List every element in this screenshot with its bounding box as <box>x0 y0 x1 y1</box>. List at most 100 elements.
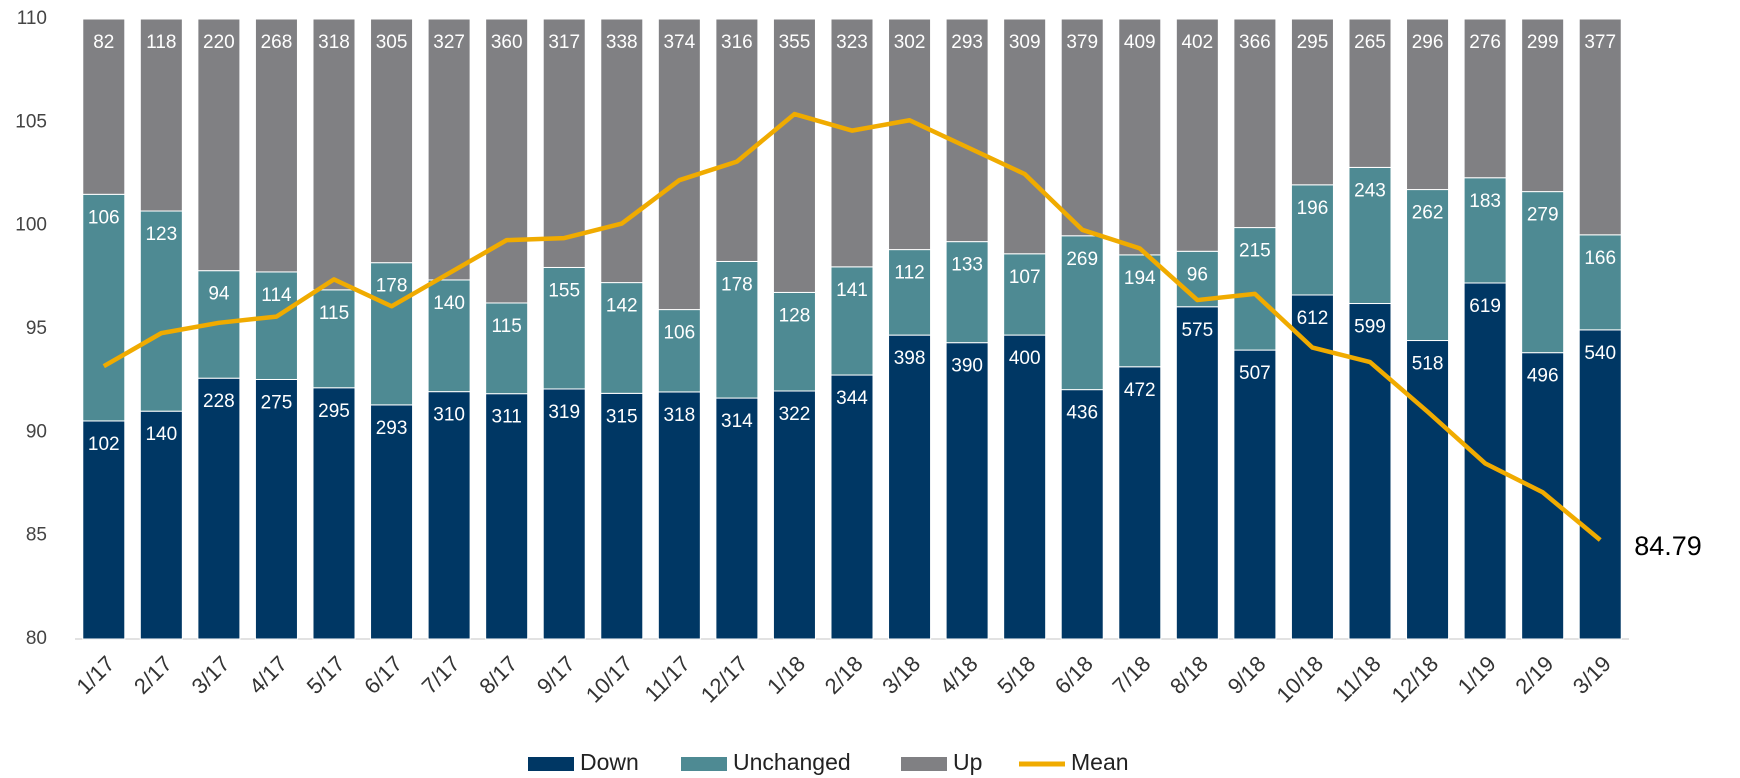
bar-segment <box>427 391 471 640</box>
bar-segment <box>715 260 759 399</box>
bar-segment <box>945 342 989 640</box>
bar-segment <box>830 18 874 268</box>
data-label: 293 <box>376 418 408 439</box>
bar-segment <box>82 193 126 422</box>
bar-segment <box>657 18 701 311</box>
data-label: 400 <box>1009 348 1041 369</box>
data-label: 318 <box>663 405 695 426</box>
bar-segment <box>370 18 414 264</box>
data-label: 269 <box>1066 249 1098 270</box>
bar-segment <box>888 18 932 251</box>
bar-segment <box>312 289 356 389</box>
data-label: 155 <box>548 280 580 301</box>
data-label: 228 <box>203 391 235 412</box>
bar-segment <box>485 18 529 304</box>
data-label: 140 <box>433 293 465 314</box>
data-label: 518 <box>1412 354 1444 375</box>
data-label: 366 <box>1239 32 1271 53</box>
bar-segment <box>1233 349 1277 640</box>
legend-label: Down <box>580 749 639 775</box>
bar-segment <box>600 392 644 640</box>
data-label: 140 <box>145 424 177 445</box>
data-label: 268 <box>261 32 293 53</box>
x-tick-label: 3/19 <box>1568 651 1616 699</box>
x-tick-label: 12/17 <box>696 651 753 708</box>
x-tick-label: 11/18 <box>1330 651 1385 706</box>
data-label: 293 <box>951 32 983 53</box>
data-label: 316 <box>721 32 753 53</box>
bar-segment <box>370 262 414 406</box>
bar-segment <box>1578 234 1622 331</box>
data-label: 619 <box>1469 296 1501 317</box>
bar-segment <box>542 266 586 390</box>
x-tick-label: 8/17 <box>474 651 522 699</box>
legend-label: Mean <box>1071 749 1129 775</box>
x-tick-label: 5/17 <box>302 651 350 699</box>
bar-segment <box>1233 227 1277 351</box>
data-label: 327 <box>433 32 465 53</box>
bar-segment <box>1060 18 1104 237</box>
legend-label: Up <box>953 749 982 775</box>
legend-swatch <box>681 757 727 771</box>
legend-swatch <box>528 757 574 771</box>
data-label: 398 <box>894 348 926 369</box>
bar-segment <box>1003 18 1047 255</box>
data-label: 402 <box>1181 32 1213 53</box>
bar-segment <box>772 291 816 392</box>
bar-segment <box>1521 191 1565 354</box>
data-label: 338 <box>606 32 638 53</box>
data-label: 540 <box>1584 343 1616 364</box>
data-label: 355 <box>779 32 811 53</box>
data-label: 315 <box>606 406 638 427</box>
data-label: 115 <box>319 303 349 324</box>
data-label: 322 <box>779 404 811 425</box>
y-tick-label: 95 <box>26 318 47 339</box>
bar-segment <box>1175 306 1219 640</box>
data-label: 196 <box>1297 198 1329 219</box>
data-label: 575 <box>1181 320 1213 341</box>
data-label: 612 <box>1297 308 1329 329</box>
data-label: 115 <box>492 316 522 337</box>
mean-line <box>102 111 1602 542</box>
data-label: 295 <box>1297 32 1329 53</box>
data-label: 472 <box>1124 380 1156 401</box>
x-tick-label: 1/19 <box>1453 651 1501 699</box>
bar-segment <box>542 388 586 640</box>
y-tick-label: 80 <box>26 628 47 649</box>
bar-segment <box>1578 18 1622 236</box>
x-tick-label: 2/19 <box>1510 651 1558 699</box>
x-tick-label: 10/17 <box>581 651 638 708</box>
bar-segment <box>542 18 586 268</box>
bar-segment <box>888 249 932 336</box>
data-label: 496 <box>1527 366 1559 387</box>
bar-segment <box>1118 366 1162 640</box>
data-label: 194 <box>1124 268 1156 289</box>
data-label: 276 <box>1469 32 1501 53</box>
bar-segment <box>139 18 183 212</box>
legend-label: Unchanged <box>733 749 851 775</box>
bar-segment <box>657 391 701 640</box>
x-tick-label: 5/18 <box>992 651 1040 699</box>
data-label: 106 <box>88 207 120 228</box>
data-label: 275 <box>261 393 293 414</box>
data-label: 215 <box>1239 241 1271 262</box>
x-tick-label: 3/18 <box>877 651 925 699</box>
data-label: 96 <box>1187 264 1208 285</box>
data-label: 318 <box>318 32 350 53</box>
data-label: 82 <box>93 32 114 53</box>
data-label: 374 <box>663 32 695 53</box>
bar-segment <box>1175 18 1219 252</box>
x-tick-label: 9/18 <box>1223 651 1271 699</box>
bar-segment <box>1060 389 1104 640</box>
bar-segment <box>1290 18 1334 186</box>
y-tick-label: 85 <box>26 525 47 546</box>
data-label: 178 <box>721 274 753 295</box>
data-label: 390 <box>951 356 983 377</box>
x-tick-label: 11/17 <box>640 651 695 706</box>
bar-segment <box>1348 18 1392 168</box>
data-label: 299 <box>1527 32 1559 53</box>
data-label: 599 <box>1354 317 1386 338</box>
y-tick-label: 90 <box>26 421 47 442</box>
x-tick-label: 6/18 <box>1050 651 1098 699</box>
